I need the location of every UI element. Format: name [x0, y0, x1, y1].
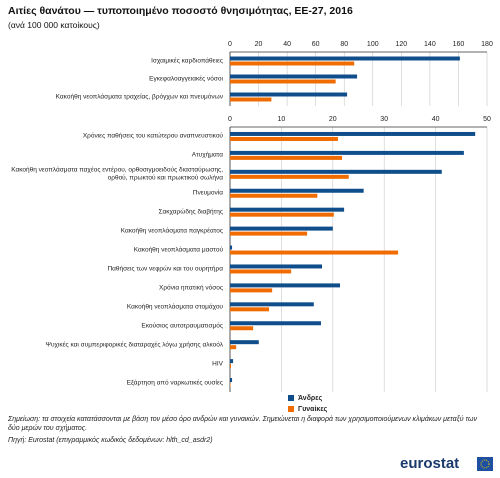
y-tick-label: Χρόνια ηπατική νόσος [159, 284, 223, 292]
bar [230, 136, 338, 141]
bar [230, 97, 272, 102]
bar [230, 226, 333, 231]
bar [230, 169, 442, 174]
bar [230, 74, 358, 79]
x-tick-label: 80 [340, 41, 348, 48]
y-tick-label: Κακοήθη νεοπλάσματα μαστού [133, 246, 223, 254]
x-tick-label: 40 [283, 41, 291, 48]
x-tick-label: 10 [278, 116, 286, 123]
bar [230, 264, 323, 269]
logo: eurostat [400, 455, 460, 472]
x-tick-label: 100 [367, 41, 379, 48]
y-tick-label: Κακοήθη νεοπλάσματα τραχείας, βρόγχων κα… [55, 93, 223, 101]
bar [230, 155, 343, 160]
x-tick-label: 0 [228, 41, 232, 48]
y-tick-label: Ισχαιμικές καρδιοπάθειες [151, 57, 223, 65]
y-tick-label: Σακχαρώδης διαβήτης [158, 208, 223, 216]
bar [230, 56, 460, 61]
bar [230, 283, 340, 288]
bar [230, 321, 321, 326]
note: Σημείωση: τα στοιχεία κατατάσσονται με β… [8, 416, 477, 432]
x-tick-label: 30 [380, 116, 388, 123]
bar [230, 364, 232, 369]
source: Πηγή: Eurostat (επιγραμμικός κωδικός δεδ… [8, 437, 213, 444]
bar [230, 131, 476, 136]
y-tick-label: Εγκεφαλοαγγειακές νόσοι [149, 75, 223, 83]
bar [230, 245, 233, 250]
bar [230, 150, 464, 155]
bar [230, 79, 336, 84]
bar [230, 345, 237, 350]
logo-flag [477, 457, 493, 471]
bar [230, 340, 259, 345]
y-tick-label: Ψυχικές και συμπεριφορικές διαταραχές λό… [45, 340, 223, 348]
y-tick-label: Ατυχήματα [191, 151, 223, 159]
bar [230, 188, 364, 193]
bar [230, 61, 355, 66]
y-tick-label: Κακοήθη νεοπλάσματα παχέος εντέρου, ορθο… [11, 166, 223, 182]
bar [230, 174, 349, 179]
x-tick-label: 120 [395, 41, 407, 48]
legend-label: Γυναίκες [298, 406, 328, 413]
x-tick-label: 0 [228, 116, 232, 123]
bar [230, 250, 399, 255]
x-tick-label: 20 [329, 116, 337, 123]
y-tick-label: Παθήσεις των νεφρών και του ουρητήρα [107, 265, 223, 273]
legend-label: Άνδρες [298, 395, 323, 402]
bar [230, 269, 292, 274]
bar [230, 288, 273, 293]
bar [230, 207, 345, 212]
bar [230, 359, 234, 364]
y-tick-label: Εκούσιος αυτοτραυματισμός [141, 322, 223, 329]
bar [230, 302, 314, 307]
x-tick-label: 180 [481, 41, 493, 48]
bar [230, 92, 348, 97]
y-tick-label: Πνευμονία [192, 189, 223, 197]
y-tick-label: HIV [212, 359, 223, 367]
x-tick-label: 20 [255, 41, 263, 48]
logo-stars [480, 459, 490, 469]
legend-swatch [288, 395, 294, 401]
bar [230, 212, 334, 217]
bar [230, 326, 254, 331]
y-tick-label: Κακοήθη νεοπλάσματα στομάχου [126, 303, 223, 311]
bar [230, 383, 231, 388]
chart-subtitle: (ανά 100 000 κατοίκους) [8, 20, 100, 30]
bar [230, 307, 270, 312]
chart-title: Αιτίες θανάτου — τυποποιημένο ποσοστό θν… [8, 5, 353, 17]
bar [230, 231, 308, 236]
y-tick-label: Εξάρτηση από ναρκωτικές ουσίες [126, 378, 223, 386]
x-tick-label: 60 [312, 41, 320, 48]
y-tick-label: Κακοήθη νεοπλάσματα παγκρέατος [120, 227, 223, 235]
bar [230, 193, 318, 198]
x-tick-label: 50 [483, 116, 491, 123]
x-tick-label: 160 [453, 41, 465, 48]
legend-swatch [288, 406, 294, 412]
y-tick-label: Χρόνιες παθήσεις του κατώτερου αναπνευστ… [82, 132, 223, 140]
bar [230, 378, 233, 383]
x-tick-label: 140 [424, 41, 436, 48]
x-tick-label: 40 [432, 116, 440, 123]
